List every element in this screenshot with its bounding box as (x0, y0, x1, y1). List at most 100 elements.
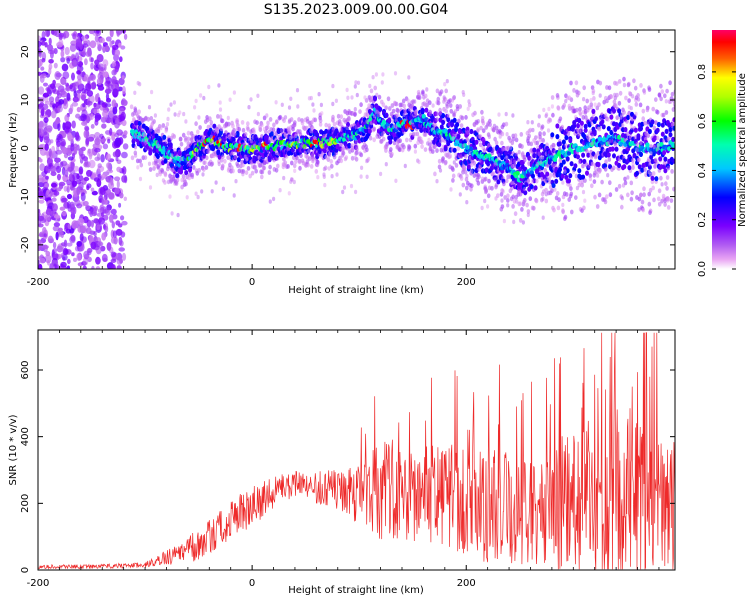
heatmap-cell (455, 106, 460, 112)
heatmap-cell (111, 264, 116, 269)
heatmap-cell (138, 158, 142, 164)
heatmap-cell (542, 131, 546, 137)
heatmap-cell (372, 137, 377, 143)
heatmap-cell (211, 145, 216, 152)
heatmap-cell (570, 106, 574, 111)
heatmap-cell (71, 252, 75, 257)
heatmap-cell (56, 187, 62, 192)
heatmap-cell (494, 140, 499, 146)
heatmap-cell (38, 86, 45, 95)
heatmap-cell (300, 142, 304, 148)
heatmap-cell (510, 163, 515, 169)
colorbar-tick-label: 0.8 (697, 64, 708, 80)
heatmap-marks (38, 30, 675, 269)
heatmap-cell (118, 42, 122, 48)
heatmap-cell (558, 166, 562, 173)
heatmap-cell (194, 98, 198, 104)
heatmap-cell (55, 165, 62, 174)
heatmap-cell (76, 203, 83, 209)
heatmap-cell (61, 197, 68, 203)
heatmap-cell (463, 169, 468, 175)
heatmap-cell (401, 98, 406, 104)
heatmap-cell (268, 117, 273, 122)
heatmap-cell (57, 105, 63, 113)
heatmap-cell (655, 127, 660, 133)
heatmap-cell (73, 90, 78, 98)
heatmap-cell (581, 163, 585, 169)
heatmap-cell (121, 75, 125, 80)
heatmap-cell (48, 63, 53, 70)
heatmap-cell (105, 117, 112, 124)
heatmap-cell (318, 118, 323, 124)
heatmap-cell (119, 56, 123, 63)
heatmap-cell (555, 191, 560, 196)
heatmap-cell (591, 108, 596, 114)
heatmap-cell (359, 174, 363, 179)
heatmap-cell (532, 147, 537, 153)
heatmap-cell (210, 189, 214, 194)
heatmap-cell (518, 201, 523, 206)
heatmap-cell (481, 118, 485, 124)
heatmap-cell (639, 140, 643, 145)
heatmap-cell (69, 43, 77, 52)
heatmap-cell (498, 134, 502, 139)
heatmap-cell (191, 133, 195, 139)
heatmap-cell (569, 80, 573, 86)
heatmap-cell (538, 131, 542, 137)
heatmap-cell (594, 153, 598, 158)
heatmap-cell (578, 180, 583, 185)
snr-frame (37, 329, 676, 571)
heatmap-cell (539, 159, 543, 165)
heatmap-cell (360, 165, 364, 170)
heatmap-cell (226, 115, 230, 121)
heatmap-cell (200, 189, 204, 194)
heatmap-cell (561, 202, 565, 208)
heatmap-cell (452, 160, 456, 165)
heatmap-cell (612, 99, 617, 105)
heatmap-cell (454, 163, 459, 168)
heatmap-cell (505, 155, 509, 160)
heatmap-cell (45, 208, 52, 216)
heatmap-cell (101, 253, 108, 262)
heatmap-cell (537, 122, 541, 128)
heatmap-cell (233, 154, 238, 160)
heatmap-cell (90, 62, 94, 70)
heatmap-cell (184, 119, 188, 124)
heatmap-cell (312, 108, 316, 113)
heatmap-cell (451, 178, 455, 183)
heatmap-cell (439, 134, 443, 139)
heatmap-cell (246, 126, 250, 132)
heatmap-cell (232, 90, 236, 95)
heatmap-cell (555, 123, 560, 129)
heatmap-cell (564, 99, 568, 104)
heatmap-cell (240, 120, 245, 125)
heatmap-cell (493, 136, 497, 142)
heatmap-cell (546, 176, 550, 181)
heatmap-cell (459, 123, 464, 128)
heatmap-cell (320, 111, 324, 116)
heatmap-cell (526, 212, 530, 218)
heatmap-cell (664, 99, 668, 104)
heatmap-cell (260, 174, 264, 180)
heatmap-cell (38, 241, 44, 247)
heatmap-cell (440, 157, 445, 163)
heatmap-cell (526, 209, 531, 214)
heatmap-cell (543, 167, 547, 173)
heatmap-cell (307, 148, 311, 154)
heatmap-cell (638, 102, 643, 108)
heatmap-cell (376, 112, 381, 118)
heatmap-cell (355, 92, 359, 98)
heatmap-cell (66, 242, 73, 247)
heatmap-cell (209, 134, 213, 139)
heatmap-cell (530, 179, 534, 184)
heatmap-cell (91, 190, 98, 196)
heatmap-cell (72, 96, 79, 103)
heatmap-cell (173, 147, 177, 153)
heatmap-cell (98, 217, 105, 225)
heatmap-cell (70, 143, 75, 152)
heatmap-cell (82, 35, 89, 44)
heatmap-cell (513, 133, 518, 139)
heatmap-cell (592, 179, 597, 185)
heatmap-cell (44, 30, 51, 38)
heatmap-cell (426, 141, 430, 146)
